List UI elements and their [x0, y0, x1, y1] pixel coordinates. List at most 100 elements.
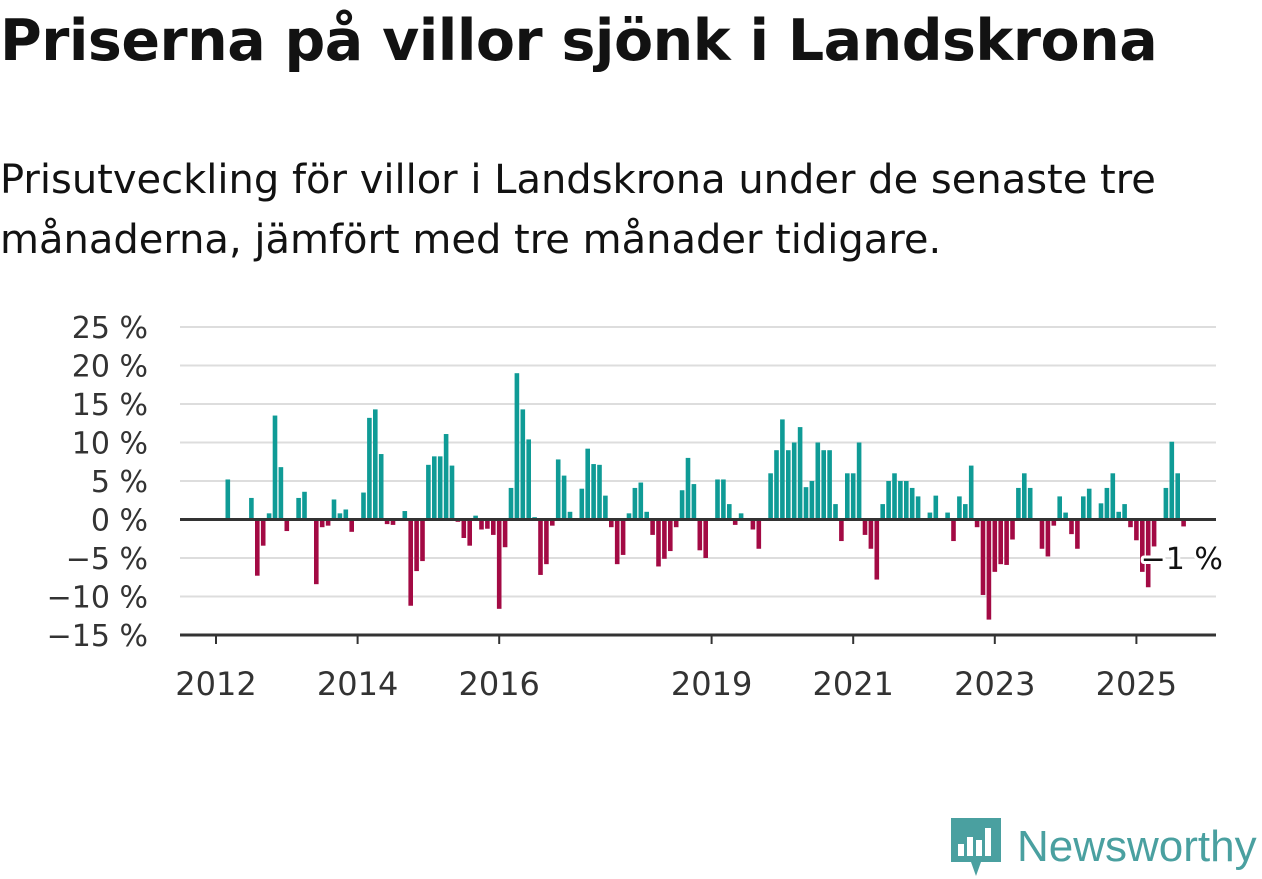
- x-tick-label: 2023: [954, 665, 1035, 703]
- page-title: Priserna på villor sjönk i Landskrona: [0, 8, 1158, 74]
- bar: [620, 519, 626, 555]
- bar: [727, 504, 732, 520]
- bar: [827, 450, 832, 520]
- y-tick-label: 10 %: [72, 427, 148, 462]
- bar: [1145, 519, 1151, 588]
- x-tick-label: 2012: [175, 665, 256, 703]
- newsworthy-logo-text: Newsworthy: [1017, 822, 1257, 871]
- bar: [284, 519, 290, 532]
- bar: [361, 492, 366, 520]
- y-tick-label: −10 %: [47, 581, 148, 616]
- bar: [815, 442, 821, 520]
- bar: [1128, 519, 1133, 528]
- bar: [750, 519, 756, 530]
- bar: [998, 519, 1003, 565]
- bar: [479, 519, 484, 530]
- bar: [1075, 519, 1080, 549]
- bar: [1116, 511, 1121, 520]
- bar: [1039, 519, 1045, 549]
- bar: [685, 457, 691, 520]
- bar: [1045, 519, 1051, 557]
- bar: [1163, 487, 1169, 520]
- bar: [673, 519, 679, 528]
- page-subtitle: Prisutveckling för villor i Landskrona u…: [0, 157, 1156, 263]
- bar: [426, 464, 431, 520]
- bar: [402, 511, 408, 520]
- bar: [768, 473, 773, 520]
- bar: [638, 482, 644, 520]
- bar: [786, 450, 791, 520]
- bar: [485, 519, 490, 529]
- bar: [774, 450, 779, 520]
- bar: [1027, 487, 1033, 520]
- bar: [443, 434, 449, 520]
- bar: [780, 419, 785, 520]
- last-value-label: −1 %: [1141, 542, 1223, 577]
- bar: [1004, 519, 1009, 565]
- bar: [331, 499, 337, 520]
- bar: [1175, 473, 1180, 520]
- bar: [302, 491, 307, 520]
- bar: [904, 481, 909, 520]
- bar: [1063, 512, 1068, 520]
- bar: [378, 454, 384, 520]
- bar: [803, 487, 809, 520]
- bar: [1110, 473, 1116, 520]
- bar: [591, 464, 596, 520]
- bar: [585, 448, 590, 520]
- bar: [915, 496, 921, 520]
- bar: [496, 519, 502, 609]
- bar: [868, 519, 874, 549]
- bar: [544, 519, 549, 565]
- newsworthy-logo: Newsworthy: [951, 818, 1257, 876]
- bar: [473, 515, 478, 520]
- bar: [927, 512, 933, 520]
- bar: [1016, 487, 1021, 520]
- bar: [296, 497, 301, 520]
- bar: [272, 415, 278, 520]
- bar: [420, 519, 425, 562]
- bar: [880, 504, 885, 520]
- bar: [662, 519, 667, 559]
- bar: [986, 519, 992, 620]
- bar: [845, 473, 850, 520]
- bar: [721, 479, 726, 520]
- y-tick-label: 15 %: [72, 388, 148, 423]
- bar: [862, 519, 868, 535]
- bar: [839, 519, 844, 542]
- y-tick-label: 20 %: [72, 350, 148, 385]
- x-tick-label: 2014: [317, 665, 398, 703]
- x-tick-label: 2016: [458, 665, 539, 703]
- bar: [797, 427, 803, 520]
- bar: [319, 519, 325, 528]
- bar: [1134, 519, 1139, 541]
- x-tick-label: 2021: [812, 665, 893, 703]
- bar: [367, 417, 372, 520]
- bar: [508, 487, 514, 520]
- bar: [898, 481, 903, 520]
- bar: [850, 473, 856, 520]
- bar: [384, 519, 390, 525]
- bar: [856, 442, 862, 520]
- bar: [821, 450, 826, 520]
- bar: [951, 519, 956, 542]
- bar: [1086, 488, 1092, 520]
- bar: [467, 519, 472, 546]
- bar: [1098, 503, 1104, 520]
- bar: [349, 519, 354, 532]
- bar: [703, 519, 708, 558]
- bar: [1140, 519, 1145, 572]
- bar: [567, 511, 573, 520]
- bar: [668, 519, 673, 552]
- y-tick-label: 5 %: [91, 465, 148, 500]
- bar: [626, 513, 632, 520]
- bar: [614, 519, 620, 565]
- bar: [1181, 519, 1186, 527]
- bar: [408, 519, 413, 606]
- bar: [225, 479, 231, 520]
- bar: [343, 509, 349, 520]
- bar: [892, 473, 897, 520]
- bar: [656, 519, 661, 567]
- bar: [337, 513, 343, 520]
- bar: [461, 519, 467, 538]
